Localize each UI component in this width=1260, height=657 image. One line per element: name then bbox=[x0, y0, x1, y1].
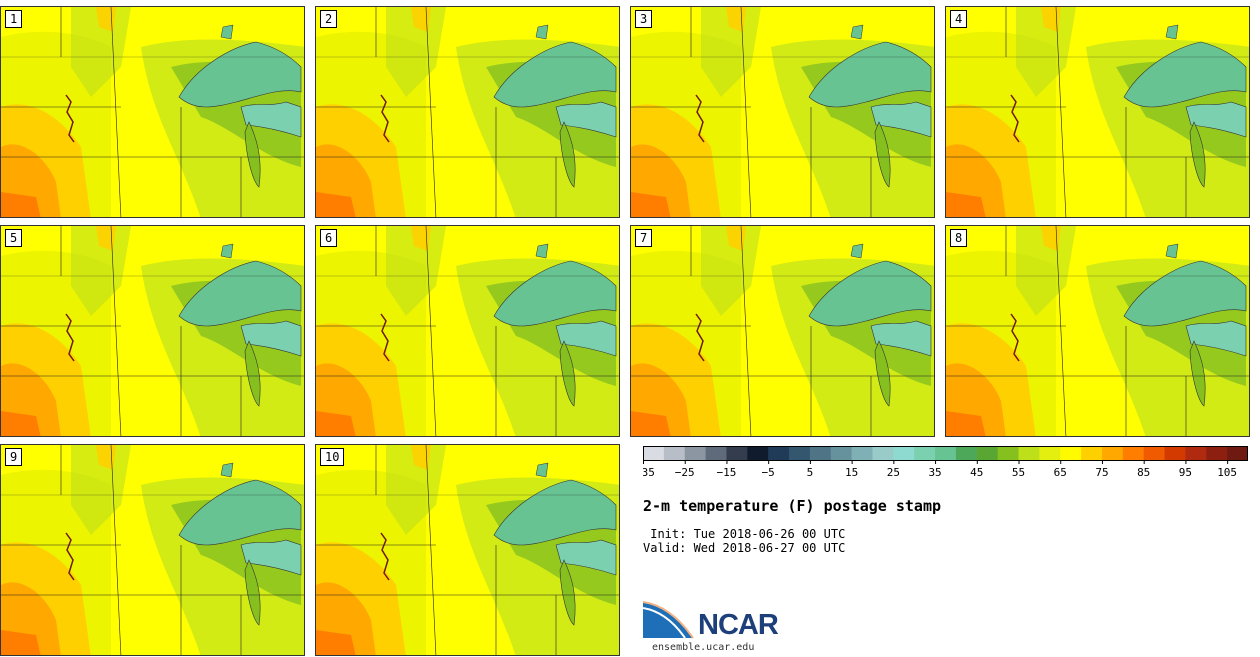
colorbar-swatch bbox=[1039, 446, 1061, 460]
temperature-map bbox=[1, 226, 304, 436]
colorbar-border bbox=[643, 446, 1248, 461]
colorbar-tick-label: 25 bbox=[887, 466, 900, 479]
colorbar-tick-label: 5 bbox=[807, 466, 814, 479]
map-panel-10: 10 bbox=[315, 444, 620, 656]
colorbar-tick-label: −5 bbox=[762, 466, 775, 479]
colorbar-swatch bbox=[768, 446, 790, 460]
map-panel-9: 9 bbox=[0, 444, 305, 656]
colorbar-swatch bbox=[643, 446, 665, 460]
temperature-map bbox=[946, 7, 1249, 217]
colorbar-swatch bbox=[872, 446, 894, 460]
panel-number: 6 bbox=[320, 229, 338, 247]
temperature-map bbox=[316, 7, 619, 217]
colorbar-swatch bbox=[684, 446, 707, 460]
colorbar-tick-label: 95 bbox=[1179, 466, 1192, 479]
temperature-colorbar: −35−25−15−55152535455565758595105115 bbox=[643, 446, 1248, 479]
colorbar-swatch bbox=[1060, 446, 1082, 460]
colorbar-swatch bbox=[1206, 446, 1228, 460]
colorbar-swatch bbox=[809, 446, 832, 460]
colorbar-swatch bbox=[705, 446, 727, 460]
map-panel-4: 4 bbox=[945, 6, 1250, 218]
map-panel-1: 1 bbox=[0, 6, 305, 218]
colorbar-swatch bbox=[851, 446, 873, 460]
colorbar-swatch bbox=[955, 446, 978, 460]
colorbar-swatch bbox=[935, 446, 957, 460]
colorbar-swatch bbox=[1143, 446, 1166, 460]
map-panel-2: 2 bbox=[315, 6, 620, 218]
panel-number: 10 bbox=[320, 448, 345, 466]
temperature-map bbox=[1, 7, 304, 217]
colorbar-swatch bbox=[1227, 446, 1248, 460]
panel-number: 1 bbox=[5, 10, 23, 28]
colorbar-tick-label: 15 bbox=[845, 466, 858, 479]
colorbar-swatch bbox=[663, 446, 686, 460]
valid-time: Valid: Wed 2018-06-27 00 UTC bbox=[643, 541, 846, 555]
colorbar-tick-label: 105 bbox=[1217, 466, 1237, 479]
map-panel-3: 3 bbox=[630, 6, 935, 218]
colorbar-tick-label: 85 bbox=[1137, 466, 1150, 479]
colorbar-swatch bbox=[747, 446, 769, 460]
colorbar-swatch bbox=[726, 446, 748, 460]
map-panel-8: 8 bbox=[945, 225, 1250, 437]
map-panel-6: 6 bbox=[315, 225, 620, 437]
colorbar-tick-label: −25 bbox=[675, 466, 695, 479]
colorbar-swatch bbox=[1185, 446, 1207, 460]
figure-title: 2-m temperature (F) postage stamp bbox=[643, 497, 942, 515]
map-panel-5: 5 bbox=[0, 225, 305, 437]
colorbar-tick-label: 45 bbox=[970, 466, 983, 479]
temperature-map bbox=[946, 226, 1249, 436]
colorbar-swatch bbox=[1018, 446, 1040, 460]
colorbar-swatch bbox=[789, 446, 811, 460]
site-url: ensemble.ucar.edu bbox=[652, 642, 755, 653]
temperature-map bbox=[631, 226, 934, 436]
colorbar-swatch bbox=[830, 446, 853, 460]
temperature-map bbox=[631, 7, 934, 217]
panel-number: 8 bbox=[950, 229, 968, 247]
panel-number: 7 bbox=[635, 229, 653, 247]
colorbar-swatch bbox=[976, 446, 999, 460]
map-panel-7: 7 bbox=[630, 225, 935, 437]
colorbar-swatch bbox=[997, 446, 1020, 460]
colorbar-tick-label: 35 bbox=[928, 466, 941, 479]
colorbar-swatch bbox=[1122, 446, 1145, 460]
ncar-logo-text: NCAR bbox=[698, 609, 779, 641]
colorbar-tick-label: 75 bbox=[1095, 466, 1108, 479]
colorbar-tick-label: −35 bbox=[643, 466, 655, 479]
panel-number: 2 bbox=[320, 10, 338, 28]
temperature-map bbox=[316, 445, 619, 655]
colorbar-swatch bbox=[893, 446, 915, 460]
temperature-map bbox=[1, 445, 304, 655]
colorbar-swatch bbox=[1164, 446, 1186, 460]
colorbar-swatch bbox=[1101, 446, 1124, 460]
colorbar-tick-label: 55 bbox=[1012, 466, 1025, 479]
init-time: Init: Tue 2018-06-26 00 UTC bbox=[643, 527, 846, 541]
colorbar-swatch bbox=[914, 446, 936, 460]
ncar-logo-icon bbox=[643, 601, 694, 639]
colorbar-tick-label: 65 bbox=[1054, 466, 1067, 479]
panel-number: 3 bbox=[635, 10, 653, 28]
colorbar-tick-label: −15 bbox=[717, 466, 737, 479]
panel-number: 5 bbox=[5, 229, 23, 247]
panel-number: 4 bbox=[950, 10, 968, 28]
colorbar-swatch bbox=[1081, 446, 1103, 460]
panel-number: 9 bbox=[5, 448, 23, 466]
temperature-map bbox=[316, 226, 619, 436]
